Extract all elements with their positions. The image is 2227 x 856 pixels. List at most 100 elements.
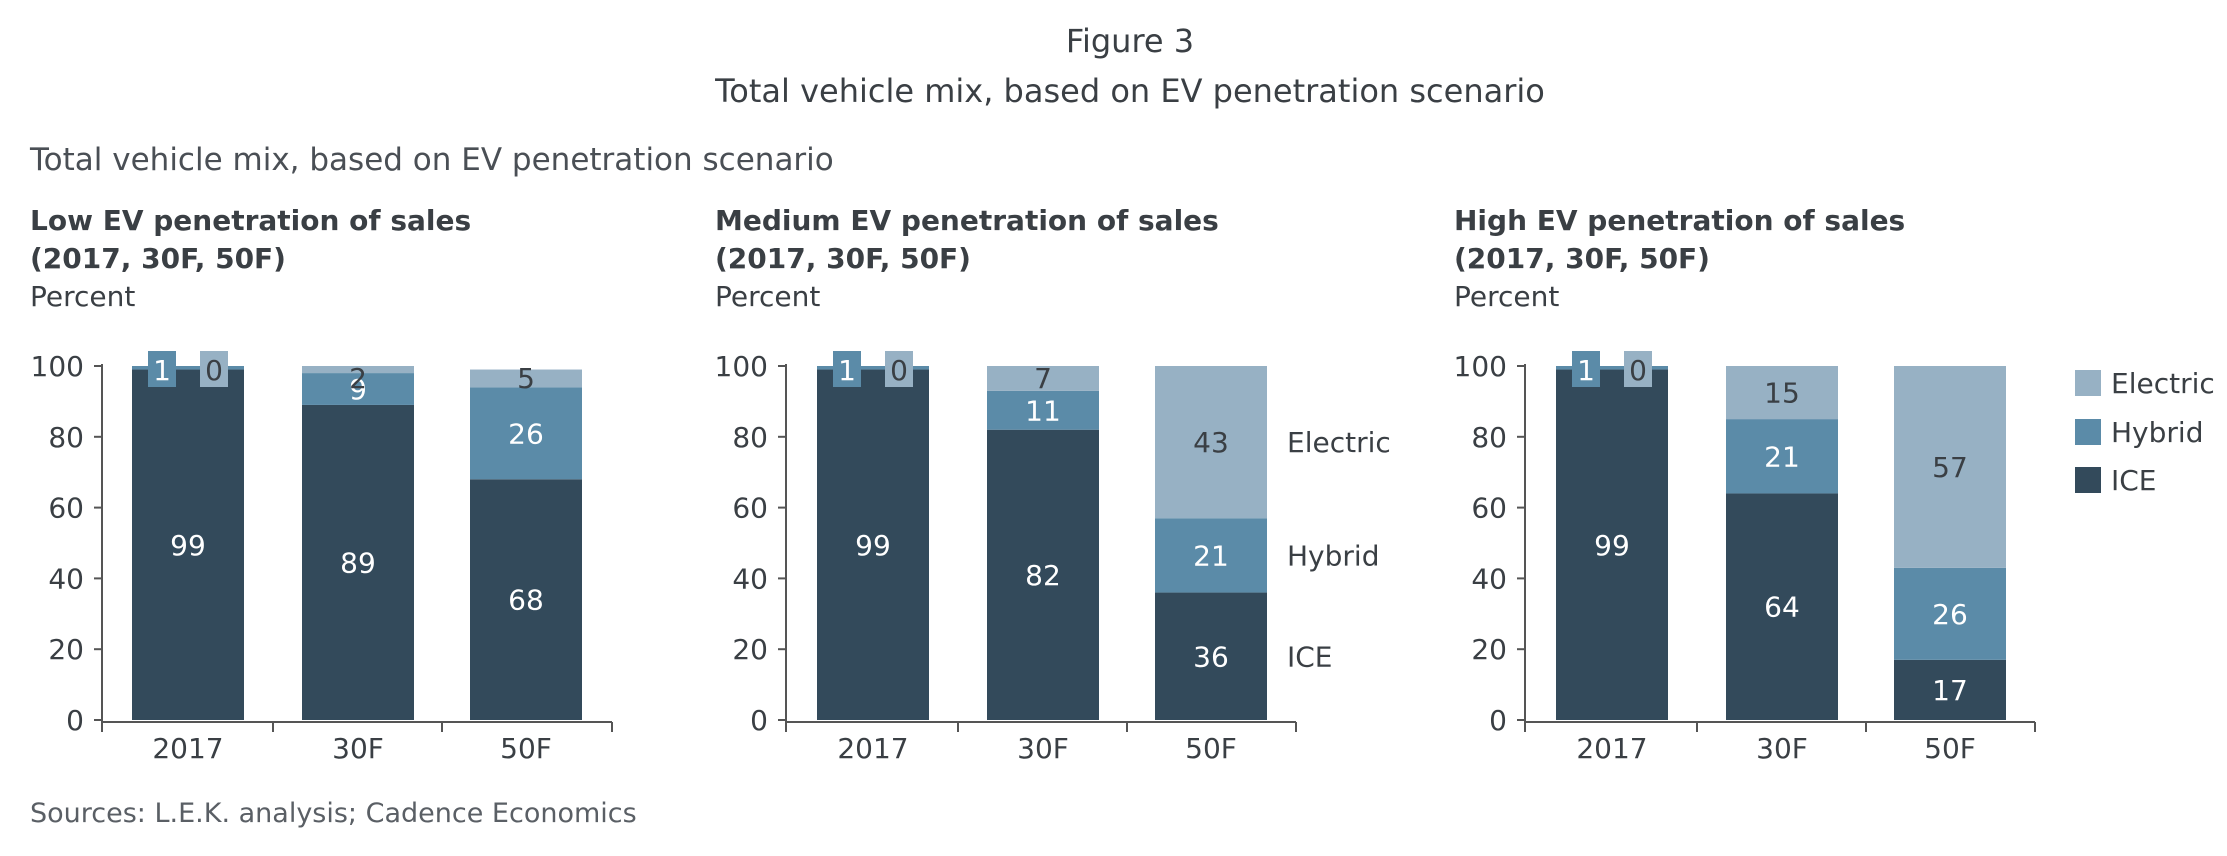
value-label: 0 <box>890 354 908 387</box>
legend-swatch-ice <box>2075 467 2101 493</box>
x-tick-label: 50F <box>1185 732 1237 765</box>
bar-segment-electric <box>1155 366 1267 519</box>
value-label: 1 <box>153 354 171 387</box>
y-tick-label: 80 <box>732 421 768 454</box>
value-label: 0 <box>1629 354 1647 387</box>
x-tick-label: 2017 <box>837 732 908 765</box>
panel-subtitle: (2017, 30F, 50F) <box>715 242 971 275</box>
panel-unit: Percent <box>1454 280 1560 313</box>
bar-segment-hybrid <box>1155 518 1267 593</box>
bar-segment-hybrid <box>132 366 244 370</box>
bar-segment-ice <box>987 429 1099 720</box>
value-label: 99 <box>1594 529 1630 562</box>
bar-segment-ice <box>302 404 414 720</box>
value-label: 5 <box>517 362 535 395</box>
value-label: 1 <box>1577 354 1595 387</box>
value-label: 89 <box>340 546 376 579</box>
value-label: 1 <box>838 354 856 387</box>
y-tick-label: 0 <box>1489 704 1507 737</box>
value-label: 2 <box>349 362 367 395</box>
bar-segment-ice <box>1556 369 1668 720</box>
panel-subtitle: (2017, 30F, 50F) <box>1454 242 1710 275</box>
panel-unit: Percent <box>715 280 821 313</box>
y-tick-label: 60 <box>1471 492 1507 525</box>
y-tick-label: 60 <box>48 492 84 525</box>
bar-segment-electric <box>302 366 414 374</box>
y-tick-label: 40 <box>1471 562 1507 595</box>
x-tick-label: 30F <box>332 732 384 765</box>
bar-segment-hybrid <box>817 366 929 370</box>
value-label: 68 <box>508 584 544 617</box>
value-label: 99 <box>170 529 206 562</box>
bar-segment-electric <box>1894 366 2006 568</box>
value-badge <box>148 351 176 387</box>
figure-title: Total vehicle mix, based on EV penetrati… <box>715 72 1545 110</box>
panel-title: Low EV penetration of sales <box>30 204 472 237</box>
y-tick-label: 20 <box>48 633 84 666</box>
value-label: 15 <box>1764 377 1800 410</box>
legend-swatch-hybrid <box>2075 419 2101 445</box>
legend-label-hybrid: Hybrid <box>2111 416 2203 449</box>
panel-header-high: High EV penetration of sales (2017, 30F,… <box>1454 202 1905 316</box>
legend-label-electric: Electric <box>2111 367 2215 400</box>
bar-segment-ice <box>1726 493 1838 720</box>
x-tick-label: 2017 <box>1576 732 1647 765</box>
value-label: 99 <box>855 529 891 562</box>
series-label-ice: ICE <box>1287 640 1333 673</box>
x-tick-label: 50F <box>1924 732 1976 765</box>
bar-segment-electric <box>987 366 1099 391</box>
bar-segment-ice <box>1155 592 1267 720</box>
x-tick-label: 50F <box>500 732 552 765</box>
y-tick-label: 0 <box>750 704 768 737</box>
bar-segment-ice <box>817 369 929 720</box>
value-label: 11 <box>1025 394 1061 427</box>
panel-header-low: Low EV penetration of sales (2017, 30F, … <box>30 202 471 316</box>
bar-segment-hybrid <box>470 387 582 480</box>
x-tick-label: 2017 <box>152 732 223 765</box>
y-tick-label: 40 <box>732 562 768 595</box>
bar-segment-hybrid <box>1556 366 1668 370</box>
panel-title: Medium EV penetration of sales <box>715 204 1219 237</box>
y-tick-label: 100 <box>31 350 84 383</box>
legend-label-ice: ICE <box>2111 464 2157 497</box>
value-label: 0 <box>205 354 223 387</box>
bar-segment-ice <box>132 369 244 720</box>
value-badge <box>1624 351 1652 387</box>
panel-header-medium: Medium EV penetration of sales (2017, 30… <box>715 202 1219 316</box>
x-tick-label: 30F <box>1756 732 1808 765</box>
value-label: 43 <box>1193 426 1229 459</box>
y-tick-label: 40 <box>48 562 84 595</box>
value-label: 57 <box>1932 451 1968 484</box>
y-tick-label: 0 <box>66 704 84 737</box>
source-note: Sources: L.E.K. analysis; Cadence Econom… <box>30 798 637 829</box>
value-badge <box>1572 351 1600 387</box>
y-tick-label: 60 <box>732 492 768 525</box>
bar-segment-ice <box>1894 659 2006 720</box>
value-label: 17 <box>1932 674 1968 707</box>
y-tick-label: 80 <box>48 421 84 454</box>
value-label: 21 <box>1764 440 1800 473</box>
value-badge <box>200 351 228 387</box>
bar-segment-hybrid <box>987 390 1099 430</box>
x-tick-label: 30F <box>1017 732 1069 765</box>
y-tick-label: 100 <box>1454 350 1507 383</box>
series-label-hybrid: Hybrid <box>1287 539 1379 572</box>
value-badge <box>885 351 913 387</box>
y-tick-label: 100 <box>715 350 768 383</box>
series-label-electric: Electric <box>1287 426 1391 459</box>
panel-title: High EV penetration of sales <box>1454 204 1906 237</box>
value-badge <box>833 351 861 387</box>
value-label: 26 <box>508 417 544 450</box>
panel-unit: Percent <box>30 280 136 313</box>
value-label: 82 <box>1025 559 1061 592</box>
value-label: 26 <box>1932 598 1968 631</box>
bar-segment-electric <box>470 369 582 388</box>
value-label: 21 <box>1193 539 1229 572</box>
value-label: 9 <box>349 373 367 406</box>
bar-segment-hybrid <box>302 373 414 405</box>
y-tick-label: 20 <box>732 633 768 666</box>
bar-segment-electric <box>1726 366 1838 420</box>
bar-segment-ice <box>470 479 582 720</box>
value-label: 64 <box>1764 591 1800 624</box>
